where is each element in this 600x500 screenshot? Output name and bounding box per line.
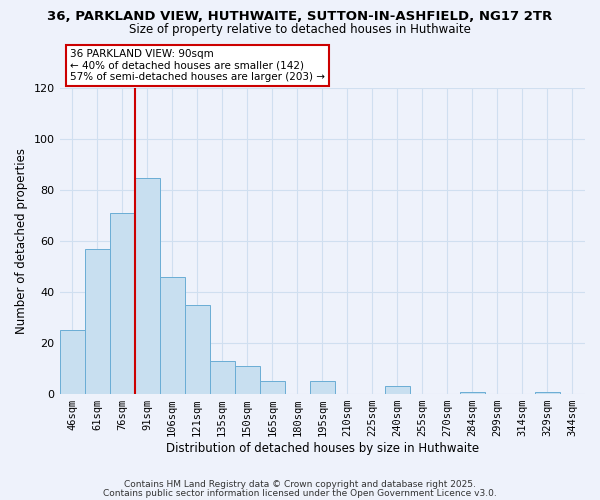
Bar (85, 249, 110, 394)
Bar (160, 277, 185, 394)
Bar (260, 382, 285, 394)
Bar (110, 213, 134, 394)
Text: 36, PARKLAND VIEW, HUTHWAITE, SUTTON-IN-ASHFIELD, NG17 2TR: 36, PARKLAND VIEW, HUTHWAITE, SUTTON-IN-… (47, 10, 553, 23)
Bar (310, 382, 335, 394)
Bar (209, 361, 235, 394)
Bar (235, 366, 260, 394)
Bar (385, 386, 410, 394)
Y-axis label: Number of detached properties: Number of detached properties (15, 148, 28, 334)
Bar (185, 305, 209, 394)
Bar (134, 178, 160, 394)
X-axis label: Distribution of detached houses by size in Huthwaite: Distribution of detached houses by size … (166, 442, 479, 455)
Text: 36 PARKLAND VIEW: 90sqm
← 40% of detached houses are smaller (142)
57% of semi-d: 36 PARKLAND VIEW: 90sqm ← 40% of detache… (70, 49, 325, 82)
Bar (535, 392, 560, 394)
Text: Contains HM Land Registry data © Crown copyright and database right 2025.: Contains HM Land Registry data © Crown c… (124, 480, 476, 489)
Bar (59, 330, 85, 394)
Text: Contains public sector information licensed under the Open Government Licence v3: Contains public sector information licen… (103, 488, 497, 498)
Text: Size of property relative to detached houses in Huthwaite: Size of property relative to detached ho… (129, 22, 471, 36)
Bar (460, 392, 485, 394)
